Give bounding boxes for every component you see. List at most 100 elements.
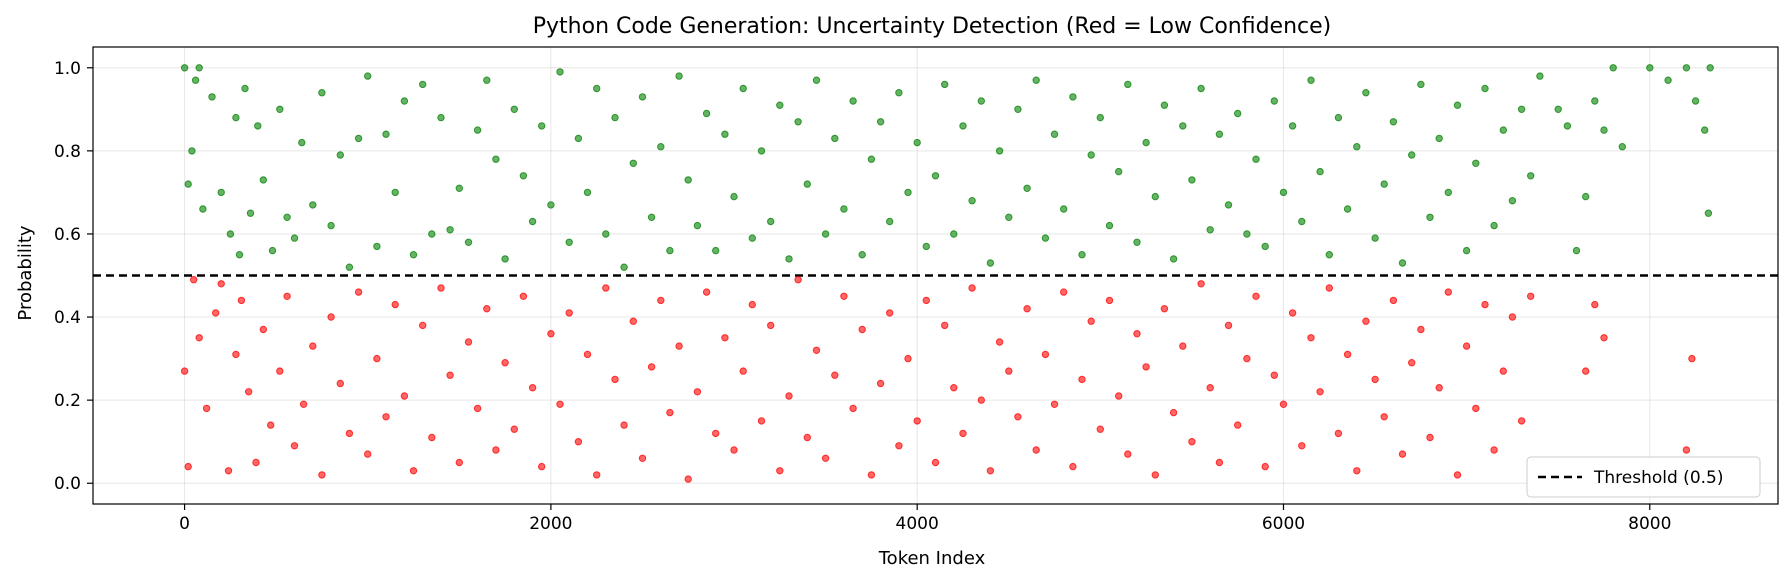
data-point xyxy=(675,72,683,80)
data-point xyxy=(419,321,427,330)
data-point xyxy=(409,467,418,475)
data-point xyxy=(702,288,711,296)
data-point xyxy=(1618,143,1627,151)
data-point xyxy=(1087,151,1095,159)
data-point xyxy=(721,130,729,138)
data-point xyxy=(1582,367,1590,375)
data-point xyxy=(1188,176,1196,184)
data-point xyxy=(583,350,592,359)
data-point xyxy=(1307,334,1315,342)
data-point xyxy=(246,209,255,217)
data-point xyxy=(1591,300,1599,309)
data-point xyxy=(299,400,308,408)
data-point xyxy=(1435,134,1443,143)
data-point xyxy=(473,404,482,413)
data-point xyxy=(268,246,277,255)
data-point xyxy=(666,246,674,255)
y-tick-label: 0.0 xyxy=(54,474,81,494)
data-point xyxy=(1343,350,1352,359)
data-point xyxy=(1005,367,1013,375)
data-point xyxy=(1600,334,1608,342)
data-point xyxy=(730,192,738,201)
data-point xyxy=(620,263,628,271)
data-point xyxy=(212,309,220,317)
data-point xyxy=(629,317,637,325)
data-point xyxy=(684,475,692,483)
data-point xyxy=(1472,159,1480,168)
y-axis-ticks: 0.0 0.2 0.4 0.6 0.8 1.0 xyxy=(54,59,93,494)
data-point xyxy=(840,292,848,300)
data-point xyxy=(318,89,326,97)
data-point xyxy=(794,118,802,126)
data-point xyxy=(876,118,885,126)
data-point xyxy=(1023,184,1031,193)
data-point xyxy=(638,93,647,101)
data-point xyxy=(1444,188,1453,197)
data-point xyxy=(776,101,784,109)
data-point xyxy=(1206,226,1214,234)
data-point xyxy=(1169,255,1178,263)
data-point xyxy=(968,284,976,292)
data-point xyxy=(232,113,240,122)
data-point xyxy=(1572,246,1581,255)
data-point xyxy=(1215,130,1224,138)
data-point xyxy=(922,296,930,305)
x-axis-label: Token Index xyxy=(878,548,986,569)
data-point xyxy=(1462,246,1471,255)
data-point xyxy=(309,342,317,350)
data-point xyxy=(583,188,592,197)
data-point xyxy=(1499,126,1508,134)
data-point xyxy=(382,130,390,138)
data-point xyxy=(1252,155,1260,163)
data-point xyxy=(519,172,528,180)
data-point xyxy=(1206,384,1214,392)
data-point xyxy=(1563,122,1572,130)
data-point xyxy=(437,113,445,122)
data-point xyxy=(1215,458,1224,467)
data-point xyxy=(336,151,344,159)
data-point xyxy=(1380,413,1388,421)
legend: Threshold (0.5) xyxy=(1526,456,1761,498)
data-point xyxy=(327,313,335,321)
data-point xyxy=(428,433,436,442)
data-point xyxy=(1701,126,1709,134)
data-point xyxy=(959,122,967,130)
y-tick-label: 1.0 xyxy=(54,59,81,79)
data-point xyxy=(1325,251,1334,259)
data-point xyxy=(748,234,756,242)
data-point xyxy=(501,359,509,367)
data-point xyxy=(290,234,299,242)
data-point xyxy=(254,122,262,130)
data-point xyxy=(1664,76,1672,84)
data-point xyxy=(191,76,200,84)
data-point xyxy=(252,458,260,467)
data-point xyxy=(995,338,1004,346)
data-point xyxy=(1417,325,1425,334)
data-point xyxy=(364,72,372,80)
data-point xyxy=(1481,300,1489,309)
data-point xyxy=(528,217,537,226)
y-tick-label: 0.4 xyxy=(54,308,81,328)
data-point xyxy=(391,300,399,309)
data-point xyxy=(1688,354,1696,363)
data-point xyxy=(419,80,427,89)
data-point xyxy=(327,221,335,230)
data-point xyxy=(283,292,291,300)
data-point xyxy=(1517,105,1526,114)
data-point xyxy=(995,147,1004,155)
data-point xyxy=(1261,462,1269,471)
data-point xyxy=(1014,105,1022,114)
data-point xyxy=(1426,433,1434,442)
data-point xyxy=(538,122,546,130)
data-point xyxy=(1298,442,1306,450)
data-point xyxy=(565,238,573,247)
data-point xyxy=(1527,292,1535,300)
data-point xyxy=(840,205,848,213)
data-point xyxy=(776,467,784,475)
data-points xyxy=(180,64,1714,483)
data-point xyxy=(1069,462,1077,471)
data-point xyxy=(446,226,454,234)
data-point xyxy=(977,97,985,105)
data-point xyxy=(345,263,354,271)
data-point xyxy=(1334,113,1343,122)
